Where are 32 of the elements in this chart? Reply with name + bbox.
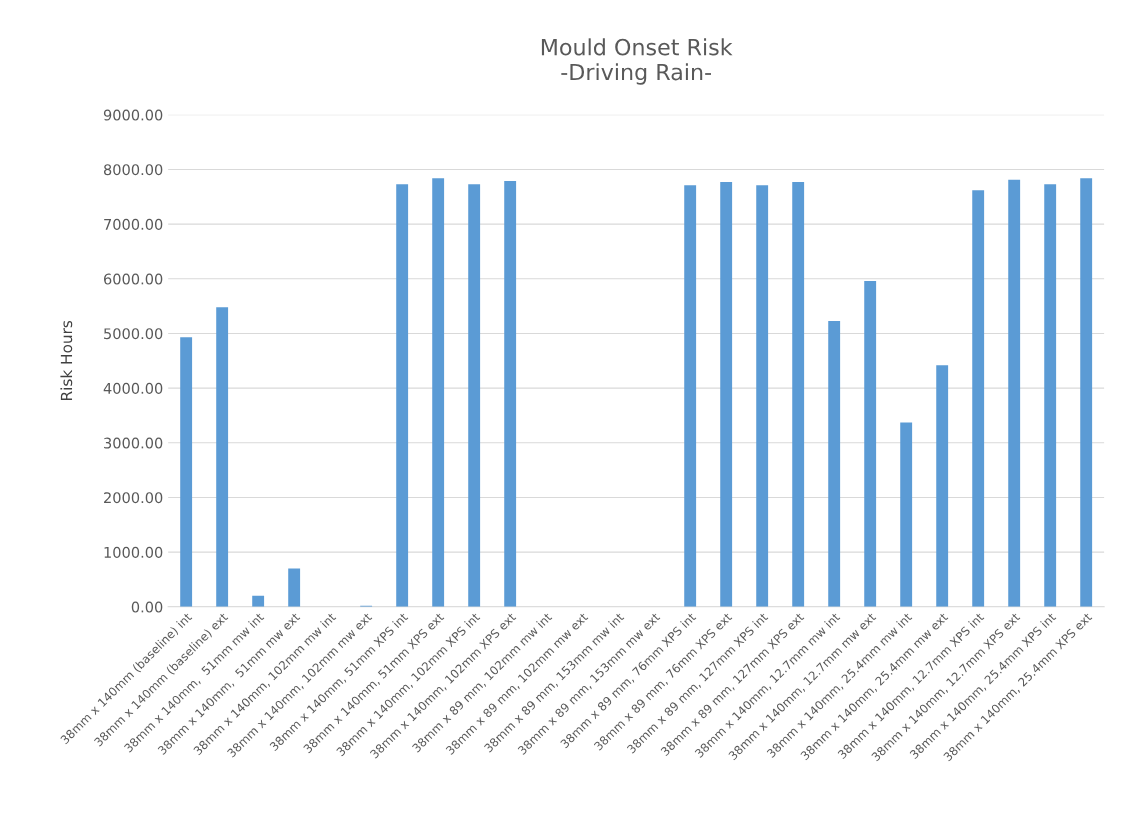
y-axis-title: Risk Hours xyxy=(60,320,73,400)
bar xyxy=(180,337,193,607)
bar xyxy=(1044,184,1057,607)
bar xyxy=(288,568,301,607)
bar xyxy=(1008,179,1021,607)
bar xyxy=(756,185,769,607)
chart-title: Mould Onset Risk -Driving Rain- xyxy=(541,38,733,85)
bar xyxy=(684,185,697,607)
bar xyxy=(468,184,481,607)
y-tick-label: 9000.00 xyxy=(103,109,163,121)
y-tick-label: 2000.00 xyxy=(104,492,163,504)
y-tick-label: 4000.00 xyxy=(103,382,163,394)
bar xyxy=(900,422,913,607)
y-tick-label: 7000.00 xyxy=(104,218,163,230)
y-tick-label: 3000.00 xyxy=(104,437,163,449)
bar xyxy=(828,320,841,607)
bar xyxy=(720,182,733,607)
bar xyxy=(504,180,517,607)
y-tick-label: 8000.00 xyxy=(103,164,163,176)
y-tick-label: 0.00 xyxy=(131,601,163,613)
bar xyxy=(252,595,265,607)
bar xyxy=(1080,178,1093,607)
bar xyxy=(972,190,985,607)
y-tick-label: 6000.00 xyxy=(104,273,163,285)
bar xyxy=(216,307,229,607)
y-tick-label: 1000.00 xyxy=(104,546,163,558)
bar xyxy=(432,178,445,607)
y-tick-label: 5000.00 xyxy=(104,328,163,340)
bar xyxy=(396,184,409,607)
bar xyxy=(936,365,949,607)
bar xyxy=(792,182,805,607)
bar xyxy=(864,280,877,607)
